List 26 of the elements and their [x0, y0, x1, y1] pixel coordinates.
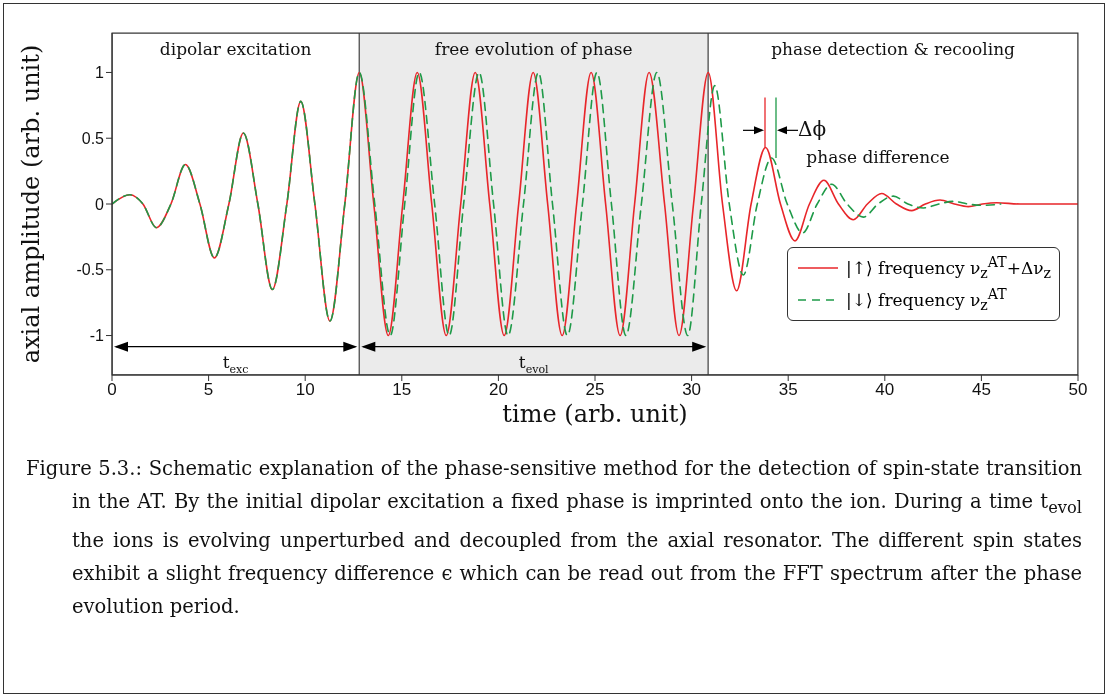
x-axis-title: time (arb. unit) [502, 400, 688, 428]
y-axis-title: axial amplitude (arb. unit) [16, 44, 45, 364]
x-tick-label: 20 [488, 380, 508, 400]
annotation: t$_{exc}$ [222, 351, 249, 375]
caption: Figure 5.3.: Schematic explanation of the phase-sensitive method for the detection of spin-state transition in the AT. By the initial dipolar excitation a fixed phase is imprinted onto the ion. During a time t$_{evol}$ the ions is evolving unperturbed and decoupled from the axial resonator. The different spin states exhibit a slight frequency difference ϵ which can be read out from the FFT spectrum after the phase evolution period. [26, 456, 1082, 620]
y-tick-label: -1 [89, 327, 105, 345]
annotation: phase difference [806, 146, 950, 167]
band-label: dipolar excitation [159, 39, 312, 60]
x-tick-label: 35 [778, 380, 798, 400]
annotation: Δϕ [797, 116, 827, 141]
band-label: free evolution of phase [434, 39, 633, 60]
x-tick-label: 30 [682, 380, 702, 400]
y-tick-label: -0.5 [76, 261, 105, 279]
x-tick-label: 10 [295, 380, 315, 400]
x-tick-label: 45 [971, 380, 991, 400]
band-label: phase detection & recooling [771, 39, 1016, 60]
x-tick-label: 15 [392, 380, 412, 400]
x-tick-label: 50 [1068, 380, 1088, 400]
y-tick-label: 0 [95, 195, 105, 213]
x-tick-label: 5 [203, 380, 214, 400]
annotation: t$_{evol}$ [518, 351, 550, 375]
x-tick-label: 40 [875, 380, 895, 400]
x-tick-label: 25 [585, 380, 605, 400]
y-tick-label: 0.5 [81, 129, 105, 147]
y-tick-label: 1 [95, 64, 105, 82]
legend-label: |↑⟩ frequency ν$_{z}$$^{AT}$+Δν$_{z}$ [846, 254, 1051, 282]
